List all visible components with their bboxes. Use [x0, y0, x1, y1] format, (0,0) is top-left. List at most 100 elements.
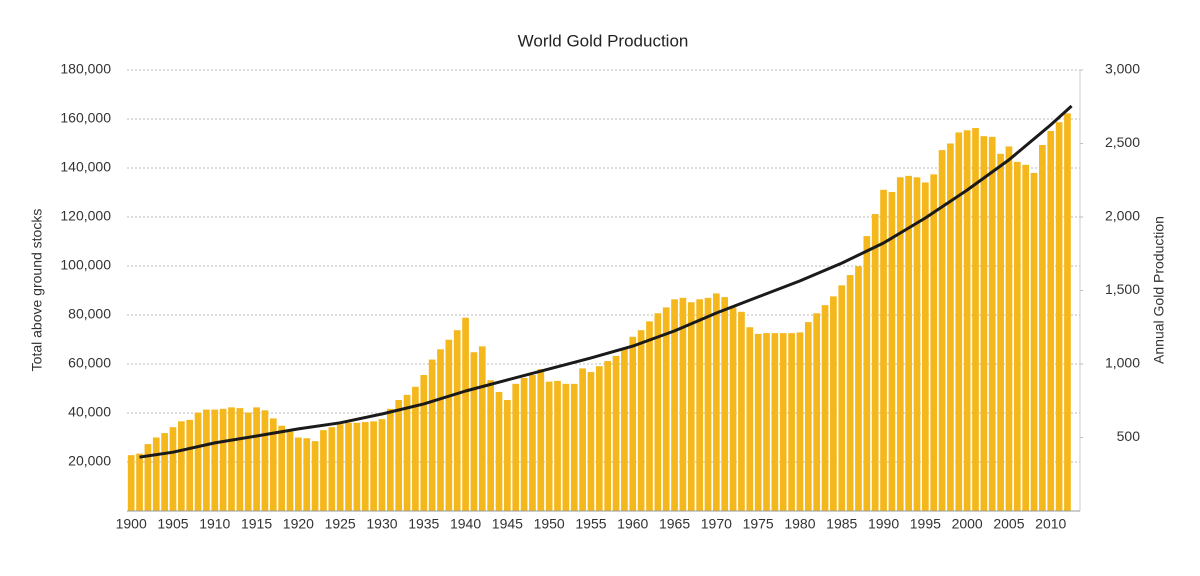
bar — [554, 380, 561, 511]
y2-tick-label: 1,000 — [1105, 355, 1140, 371]
bar — [370, 421, 377, 511]
x-tick-label: 1970 — [701, 516, 732, 532]
x-tick-label: 1955 — [575, 516, 606, 532]
x-tick-label: 1980 — [784, 516, 815, 532]
bar — [871, 214, 879, 511]
bar — [713, 293, 720, 511]
bar — [905, 175, 912, 511]
bar — [612, 355, 620, 511]
bar — [654, 313, 662, 511]
bar — [269, 418, 277, 511]
bar — [219, 408, 227, 511]
y2-tick-label: 1,500 — [1105, 281, 1140, 297]
bar — [286, 431, 294, 511]
bar — [1039, 144, 1046, 511]
bar — [336, 424, 344, 511]
bar — [403, 394, 411, 511]
x-tick-label: 1930 — [366, 516, 397, 532]
bar — [804, 322, 812, 511]
x-tick-label: 1925 — [325, 516, 356, 532]
bar — [194, 412, 202, 511]
bar — [846, 275, 854, 511]
bar — [520, 377, 528, 511]
bar — [1064, 113, 1071, 512]
bar — [152, 437, 160, 511]
bar — [579, 368, 586, 511]
bar — [763, 333, 770, 511]
x-tick-label: 2000 — [952, 516, 983, 532]
bar — [278, 425, 285, 511]
y-tick-label: 160,000 — [60, 110, 111, 126]
bar — [629, 336, 637, 511]
bar — [378, 419, 386, 511]
bar — [186, 419, 194, 511]
bar — [821, 305, 829, 511]
bar — [972, 128, 979, 511]
y2-axis-title: Annual Gold Production — [1151, 216, 1167, 364]
y-tick-label: 140,000 — [60, 159, 111, 175]
bar — [637, 330, 645, 511]
bar — [453, 330, 461, 511]
bar — [771, 333, 779, 511]
bar — [604, 361, 612, 511]
bar — [671, 299, 678, 511]
bar — [896, 177, 904, 511]
bar — [144, 444, 152, 511]
bar — [361, 422, 369, 511]
bar — [913, 177, 921, 511]
y-tick-label: 80,000 — [68, 306, 111, 322]
bar — [537, 369, 545, 511]
bar — [261, 410, 269, 511]
bar — [412, 386, 419, 511]
x-tick-label: 1945 — [492, 516, 523, 532]
bar — [136, 453, 143, 511]
bar — [754, 333, 762, 511]
bar — [721, 297, 729, 511]
bar — [395, 400, 403, 511]
bar — [1030, 172, 1038, 511]
bar — [729, 307, 737, 511]
x-tick-label: 1965 — [659, 516, 690, 532]
x-tick-label: 1960 — [617, 516, 648, 532]
bar — [236, 408, 244, 511]
line — [139, 104, 1073, 459]
bar — [545, 381, 553, 511]
x-tick-label: 1900 — [116, 516, 147, 532]
x-tick-label: 1975 — [743, 516, 774, 532]
bar — [621, 347, 628, 511]
bar — [303, 438, 311, 511]
bar — [253, 407, 260, 511]
bar — [295, 437, 302, 511]
chart-title: World Gold Production — [518, 31, 689, 50]
bar — [328, 427, 336, 511]
bar — [437, 349, 444, 511]
bar — [169, 427, 177, 511]
bar — [345, 422, 352, 511]
bar — [830, 296, 837, 511]
bar — [662, 307, 670, 511]
y2-tick-label: 3,000 — [1105, 61, 1140, 77]
bar — [813, 313, 821, 511]
bar — [127, 455, 135, 511]
bar — [504, 400, 511, 511]
bar — [203, 409, 210, 511]
bar — [177, 421, 185, 511]
bar — [587, 372, 595, 511]
bar — [570, 383, 578, 511]
bar — [855, 266, 862, 511]
bar — [211, 409, 219, 511]
x-tick-label: 1990 — [868, 516, 899, 532]
bar — [161, 433, 168, 511]
bar — [1055, 122, 1063, 511]
bar — [980, 136, 988, 511]
bar — [687, 302, 695, 511]
bar — [779, 333, 787, 511]
bar — [930, 174, 938, 511]
bar — [353, 422, 361, 511]
y-tick-label: 60,000 — [68, 355, 111, 371]
bar — [838, 285, 846, 511]
x-tick-label: 1985 — [826, 516, 857, 532]
y-tick-label: 40,000 — [68, 404, 111, 420]
x-tick-label: 1950 — [534, 516, 565, 532]
bar — [963, 130, 971, 511]
